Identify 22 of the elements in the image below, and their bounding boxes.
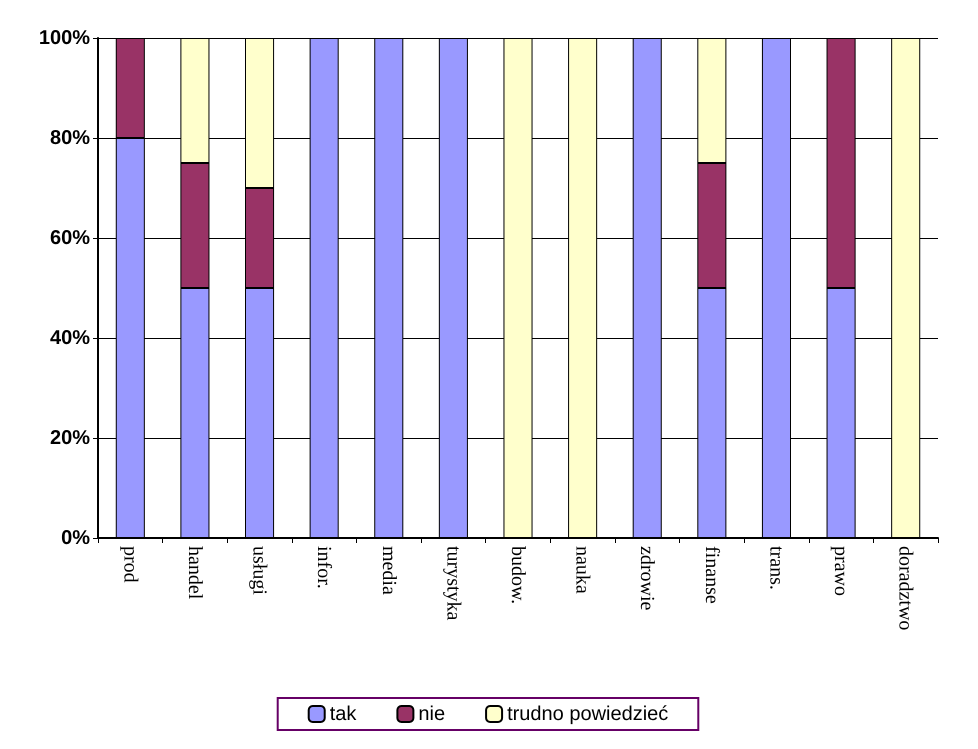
x-tick-label: infor.: [313, 546, 336, 589]
x-tick-label: media: [378, 546, 400, 595]
x-tick-label: nauka: [572, 546, 594, 594]
legend-label: nie: [418, 703, 446, 725]
x-tick-label: usługi: [248, 546, 271, 596]
y-tick-label: 0%: [61, 527, 90, 549]
x-tick-label: budow.: [507, 546, 529, 604]
legend-label: trudno powiedzieć: [507, 703, 668, 725]
y-tick-label: 20%: [50, 427, 90, 449]
x-tick-label: zdrowie: [636, 546, 658, 611]
x-tick-label: turystyka: [442, 546, 464, 621]
legend-label: tak: [330, 703, 358, 725]
x-tick-label: prawo: [830, 546, 852, 596]
x-tick-label: prod: [119, 546, 142, 583]
x-tick-label: finanse: [700, 546, 723, 604]
y-tick-label: 80%: [50, 127, 90, 149]
x-tick-label: doradztwo: [894, 546, 917, 630]
y-tick-label: 100%: [38, 27, 90, 49]
x-tick-label: trans.: [765, 546, 788, 590]
x-tick-label: handel: [184, 546, 206, 600]
y-tick-label: 60%: [50, 227, 90, 249]
y-tick-label: 40%: [50, 327, 90, 349]
